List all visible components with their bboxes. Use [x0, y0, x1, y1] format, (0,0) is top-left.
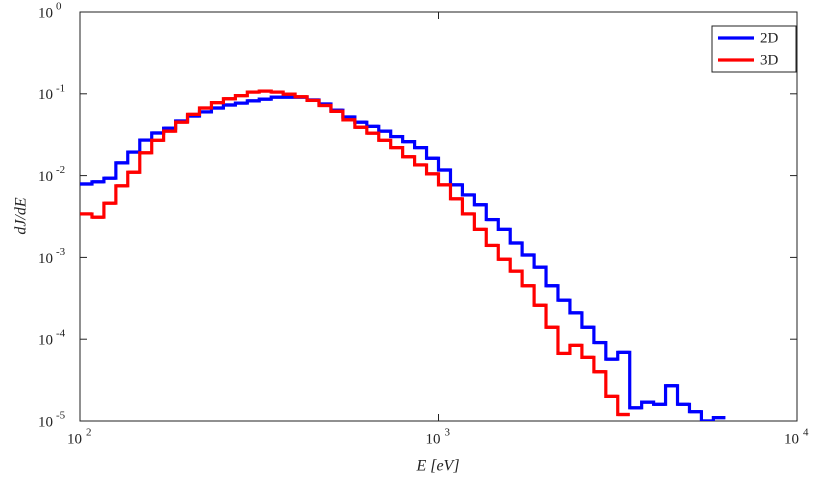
x-tick-exponent: 2	[86, 427, 92, 439]
y-tick-label: 10	[38, 169, 53, 185]
y-tick-exponent: -2	[56, 164, 65, 176]
y-tick-label: 10	[38, 251, 53, 267]
y-tick-exponent: 0	[56, 1, 62, 13]
y-tick-label: 10	[38, 333, 53, 349]
y-tick-exponent: -5	[56, 410, 66, 422]
x-axis-label: E [eV]	[415, 458, 459, 475]
x-tick-label: 10	[426, 431, 441, 447]
legend-label: 3D	[760, 52, 779, 68]
legend-label: 2D	[760, 30, 779, 46]
x-tick-exponent: 4	[803, 427, 809, 439]
y-tick-exponent: -3	[56, 246, 66, 258]
y-tick-label: 10	[38, 87, 53, 103]
stairs-connector	[80, 89, 630, 417]
y-tick-exponent: -4	[56, 328, 66, 340]
y-axis-label: dJ/dE	[13, 197, 30, 235]
y-tick-label: 10	[38, 414, 53, 430]
y-tick-exponent: -1	[56, 82, 65, 94]
y-tick-label: 10	[38, 5, 53, 21]
plot-frame	[79, 11, 798, 422]
x-tick-label: 10	[784, 431, 799, 447]
x-tick-exponent: 3	[445, 427, 451, 439]
plot-area	[80, 89, 726, 421]
x-tick-label: 10	[67, 431, 82, 447]
legend-box	[711, 25, 797, 73]
